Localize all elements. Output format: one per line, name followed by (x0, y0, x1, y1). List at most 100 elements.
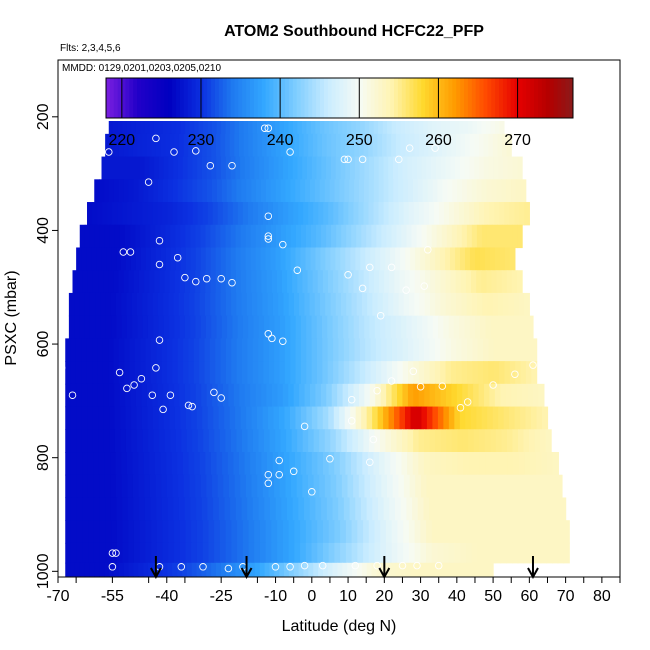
sample-point (373, 561, 381, 570)
heatmap-cell (153, 429, 160, 453)
heatmap-cell (134, 361, 141, 385)
heatmap-cell (302, 156, 308, 180)
heatmap-cell (298, 133, 305, 158)
heatmap-cell (329, 179, 336, 203)
heatmap-cell (520, 406, 527, 430)
heatmap-cell (451, 383, 458, 408)
heatmap-cell (494, 520, 502, 544)
heatmap-cell (201, 156, 208, 180)
heatmap-cell (522, 383, 529, 408)
heatmap-cell (114, 224, 121, 249)
heatmap-cell (386, 133, 392, 158)
heatmap-cell (334, 179, 341, 203)
heatmap-cell (178, 292, 185, 317)
sample-point (358, 284, 367, 293)
heatmap-cell (465, 133, 471, 158)
heatmap-cell (504, 202, 510, 226)
heatmap-cell (422, 315, 429, 339)
heatmap-cell (482, 474, 490, 499)
heatmap-cell (245, 562, 251, 577)
heatmap-cell (220, 361, 227, 385)
heatmap-cell (135, 111, 141, 135)
heatmap-cell (427, 179, 434, 203)
heatmap-cell (75, 361, 82, 385)
heatmap-cell (418, 202, 425, 226)
heatmap-cell (269, 315, 276, 339)
heatmap-cell (145, 361, 152, 385)
heatmap-cell (328, 406, 335, 430)
heatmap-cell (140, 361, 147, 385)
heatmap-cell (178, 497, 186, 521)
heatmap-cell (309, 179, 316, 203)
heatmap-cell (207, 497, 214, 521)
sample-point (279, 337, 287, 345)
colorbar-segment (261, 78, 267, 118)
heatmap-cell (402, 156, 408, 180)
heatmap-cell (167, 338, 173, 362)
heatmap-cell (447, 179, 453, 203)
colorbar-segment (121, 78, 126, 118)
heatmap-cell (385, 429, 392, 453)
heatmap-cell (342, 111, 348, 135)
heatmap-cell (74, 292, 80, 317)
heatmap-cell (308, 202, 314, 226)
heatmap-cell (477, 361, 484, 385)
heatmap-cell (502, 224, 508, 249)
heatmap-cell (298, 497, 305, 521)
heatmap-cell (511, 474, 518, 499)
heatmap-cell (413, 383, 420, 408)
colorbar-segment (133, 78, 138, 118)
x-tick-label: 30 (412, 588, 430, 605)
heatmap-cell (269, 497, 277, 521)
heatmap-cell (110, 452, 117, 476)
heatmap-cell (395, 315, 402, 339)
heatmap-cell (195, 224, 201, 249)
heatmap-cell (197, 429, 204, 453)
heatmap-cell (118, 133, 125, 158)
heatmap-cell (275, 247, 282, 271)
heatmap-cell (255, 383, 262, 408)
sample-point (398, 561, 407, 570)
heatmap-cell (414, 520, 421, 544)
heatmap-cell (236, 361, 243, 385)
heatmap-cell (278, 202, 284, 226)
heatmap-cell (124, 338, 131, 362)
heatmap-cell (456, 292, 462, 317)
heatmap-cell (272, 452, 279, 476)
heatmap-cell (435, 452, 442, 476)
sample-point (155, 236, 164, 245)
heatmap-cell (242, 361, 248, 385)
heatmap-cell (86, 247, 92, 271)
colorbar-segment (401, 78, 407, 118)
heatmap-cell (300, 315, 307, 339)
heatmap-cell (492, 133, 498, 158)
heatmap-cell (252, 361, 259, 385)
heatmap-cell (139, 156, 146, 180)
heatmap-cell (372, 406, 379, 430)
heatmap-cell (505, 383, 512, 408)
heatmap-cell (343, 315, 349, 339)
heatmap-cell (271, 133, 277, 158)
heatmap-cell (516, 383, 523, 408)
heatmap-cell (319, 179, 326, 203)
heatmap-cell (229, 133, 235, 158)
heatmap-cell (126, 315, 133, 339)
heatmap-cell (279, 111, 285, 135)
heatmap-cell (125, 247, 132, 271)
heatmap-cell (280, 133, 286, 158)
heatmap-cell (221, 179, 228, 203)
heatmap-cell (488, 156, 495, 180)
heatmap-cell (417, 179, 424, 203)
heatmap-cell (280, 179, 287, 203)
heatmap-cell (192, 179, 198, 203)
colorbar-tick-label: 260 (425, 132, 452, 149)
heatmap-cell (470, 406, 477, 430)
heatmap-cell (516, 474, 524, 499)
heatmap-cell (120, 429, 127, 453)
heatmap-cell (227, 452, 234, 476)
heatmap-cell (541, 452, 548, 476)
heatmap-cell (514, 406, 521, 430)
heatmap-cell (237, 520, 244, 544)
sample-point (264, 470, 273, 479)
heatmap-cell (132, 315, 139, 339)
